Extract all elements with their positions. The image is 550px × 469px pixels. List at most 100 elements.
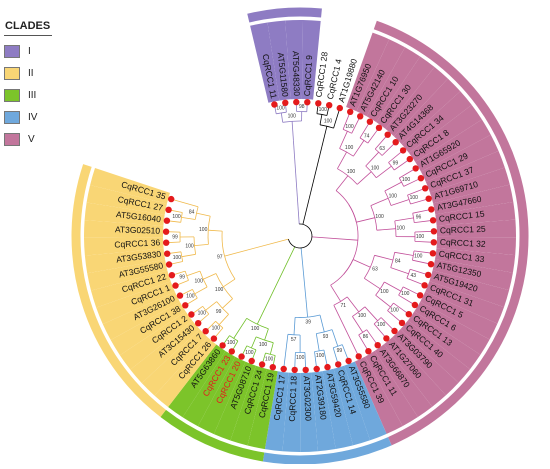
bootstrap-value: 100 [198, 311, 207, 317]
bootstrap-value: 100 [319, 107, 328, 113]
leaf-node-dot [219, 342, 225, 348]
legend-swatch [4, 133, 20, 146]
bootstrap-value: 100 [288, 114, 297, 120]
tree-branch [284, 334, 288, 369]
bootstrap-value: 74 [364, 134, 370, 140]
leaf-node-dot [177, 292, 183, 298]
leaf-node-dot [431, 228, 437, 234]
bootstrap-value: 99 [216, 309, 222, 315]
legend-item-clade-4: IV [4, 106, 52, 128]
bootstrap-value: 100 [245, 350, 254, 356]
leaf-label: AT3G02510 [115, 224, 161, 236]
bootstrap-value: 100 [377, 322, 386, 328]
tree-branch [292, 121, 293, 140]
leaf-node-dot [375, 342, 381, 348]
tree-branch [182, 254, 196, 256]
legend-item-clade-2: II [4, 62, 52, 84]
clades-legend: CLADES I II III IV V [4, 20, 52, 150]
tree-branch [316, 334, 319, 351]
bootstrap-value: 100 [397, 226, 406, 232]
bootstrap-value: 100 [389, 194, 398, 200]
tree-branch [312, 237, 358, 240]
bootstrap-value: 100 [345, 145, 354, 151]
tree-branch [194, 244, 208, 245]
bootstrap-value: 100 [402, 177, 411, 183]
legend-item-clade-3: III [4, 84, 52, 106]
leaf-node-dot [249, 358, 255, 364]
leaf-node-dot [172, 282, 178, 288]
tree-branch [391, 268, 409, 274]
bootstrap-value: 97 [217, 255, 223, 261]
bootstrap-value: 100 [172, 214, 181, 220]
tree-branch [376, 295, 391, 307]
leaf-node-dot [163, 240, 169, 246]
bootstrap-value: 100 [347, 169, 356, 175]
leaf-node-dot [168, 196, 174, 202]
leaf-node-dot [335, 361, 341, 367]
tree-branch [331, 285, 341, 301]
leaf-label: CqRCC1 25 [440, 224, 486, 236]
tree-branch [332, 330, 338, 347]
tree-branch [357, 172, 371, 185]
tree-branch [371, 198, 388, 205]
leaf-node-dot [399, 320, 405, 326]
leaf-node-dot [324, 364, 330, 370]
leaf-node-dot [229, 348, 235, 354]
bootstrap-value: 100 [324, 119, 333, 125]
bootstrap-value: 100 [390, 307, 399, 313]
tree-branch [223, 279, 235, 287]
tree-branch [365, 307, 378, 321]
tree-branch [225, 239, 289, 256]
bootstrap-value: 100 [227, 340, 236, 346]
leaf-node-dot [211, 335, 217, 341]
legend-label: I [28, 46, 31, 57]
bootstrap-value: 99 [337, 348, 343, 354]
tree-branch [331, 260, 353, 286]
leaf-node-dot [271, 101, 277, 107]
legend-swatch [4, 45, 20, 58]
leaf-node-dot [293, 99, 299, 105]
bootstrap-value: 100 [375, 214, 384, 220]
tree-branch [395, 218, 414, 221]
bootstrap-value: 71 [341, 303, 347, 309]
bootstrap-value: 100 [215, 287, 224, 293]
bootstrap-value: 99 [393, 161, 399, 167]
legend-item-clade-1: I [4, 40, 52, 62]
tree-branch [251, 337, 256, 348]
bootstrap-value: 86 [363, 334, 369, 340]
leaf-node-dot [431, 239, 437, 245]
leaf-node-dot [270, 364, 276, 370]
tree-branch [270, 343, 273, 355]
tree-branch [263, 247, 295, 314]
bootstrap-value: 84 [395, 259, 401, 265]
bootstrap-value: 100 [345, 124, 354, 130]
tree-branch [395, 252, 414, 255]
leaf-node-dot [195, 320, 201, 326]
leaf-node-dot [357, 113, 363, 119]
tree-branch [320, 315, 324, 332]
leaf-node-dot [422, 185, 428, 191]
bootstrap-value: 98 [299, 104, 305, 110]
bootstrap-value: 100 [380, 289, 389, 295]
tree-branch [336, 176, 348, 191]
tree-branch [195, 287, 207, 294]
leaf-node-dot [238, 353, 244, 359]
leaf-node-dot [304, 99, 310, 105]
tree-branch [219, 314, 228, 324]
leaf-node-dot [393, 139, 399, 145]
leaf-node-dot [356, 353, 362, 359]
tree-branch [366, 152, 379, 166]
bootstrap-value: 100 [371, 166, 380, 172]
bootstrap-value: 100 [316, 353, 325, 359]
leaf-node-dot [426, 196, 432, 202]
bootstrap-value: 99 [172, 234, 178, 240]
legend-divider [4, 35, 52, 36]
leaf-node-dot [383, 335, 389, 341]
leaf-node-dot [367, 119, 373, 125]
leaf-node-dot [407, 156, 413, 162]
legend-item-clade-5: V [4, 128, 52, 150]
leaf-node-dot [164, 218, 170, 224]
legend-swatch [4, 67, 20, 80]
bootstrap-value: 100 [195, 279, 204, 285]
